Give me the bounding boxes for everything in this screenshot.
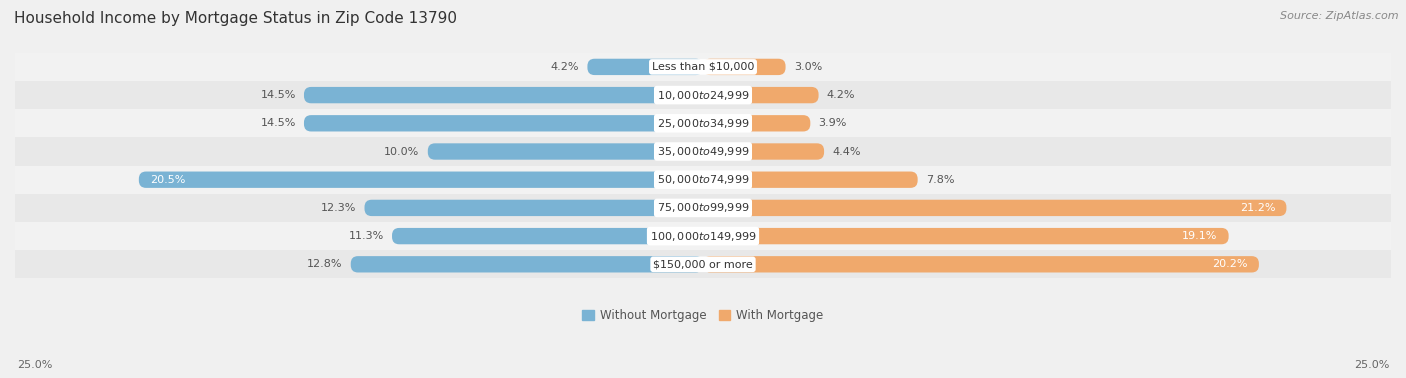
Text: 20.5%: 20.5% xyxy=(150,175,186,185)
FancyBboxPatch shape xyxy=(364,200,703,216)
Text: Source: ZipAtlas.com: Source: ZipAtlas.com xyxy=(1281,11,1399,21)
Bar xyxy=(15,53,1391,81)
Text: 19.1%: 19.1% xyxy=(1182,231,1218,241)
FancyBboxPatch shape xyxy=(703,256,1258,273)
FancyBboxPatch shape xyxy=(304,87,703,103)
FancyBboxPatch shape xyxy=(350,256,703,273)
Text: 25.0%: 25.0% xyxy=(17,361,52,370)
Text: 21.2%: 21.2% xyxy=(1240,203,1275,213)
FancyBboxPatch shape xyxy=(703,228,1229,244)
Text: $25,000 to $34,999: $25,000 to $34,999 xyxy=(657,117,749,130)
Text: 12.3%: 12.3% xyxy=(321,203,356,213)
Text: Less than $10,000: Less than $10,000 xyxy=(652,62,754,72)
Legend: Without Mortgage, With Mortgage: Without Mortgage, With Mortgage xyxy=(582,309,824,322)
Text: 4.4%: 4.4% xyxy=(832,147,860,156)
FancyBboxPatch shape xyxy=(392,228,703,244)
Bar xyxy=(15,109,1391,138)
Text: 3.0%: 3.0% xyxy=(794,62,823,72)
FancyBboxPatch shape xyxy=(703,143,824,160)
Text: $75,000 to $99,999: $75,000 to $99,999 xyxy=(657,201,749,214)
Text: 25.0%: 25.0% xyxy=(1354,361,1389,370)
Text: 11.3%: 11.3% xyxy=(349,231,384,241)
Text: $50,000 to $74,999: $50,000 to $74,999 xyxy=(657,173,749,186)
FancyBboxPatch shape xyxy=(139,172,703,188)
FancyBboxPatch shape xyxy=(703,87,818,103)
Text: $35,000 to $49,999: $35,000 to $49,999 xyxy=(657,145,749,158)
Text: 20.2%: 20.2% xyxy=(1212,259,1249,269)
Text: $100,000 to $149,999: $100,000 to $149,999 xyxy=(650,229,756,243)
FancyBboxPatch shape xyxy=(588,59,703,75)
Text: 3.9%: 3.9% xyxy=(818,118,846,128)
Text: 7.8%: 7.8% xyxy=(927,175,955,185)
Text: Household Income by Mortgage Status in Zip Code 13790: Household Income by Mortgage Status in Z… xyxy=(14,11,457,26)
Text: 14.5%: 14.5% xyxy=(260,90,295,100)
FancyBboxPatch shape xyxy=(703,200,1286,216)
FancyBboxPatch shape xyxy=(304,115,703,132)
Text: 10.0%: 10.0% xyxy=(384,147,419,156)
Text: $150,000 or more: $150,000 or more xyxy=(654,259,752,269)
FancyBboxPatch shape xyxy=(703,172,918,188)
Text: 12.8%: 12.8% xyxy=(307,259,343,269)
Bar xyxy=(15,194,1391,222)
Bar xyxy=(15,81,1391,109)
FancyBboxPatch shape xyxy=(703,59,786,75)
FancyBboxPatch shape xyxy=(427,143,703,160)
Text: 4.2%: 4.2% xyxy=(551,62,579,72)
Text: 14.5%: 14.5% xyxy=(260,118,295,128)
Bar xyxy=(15,166,1391,194)
Bar xyxy=(15,250,1391,279)
Text: 4.2%: 4.2% xyxy=(827,90,855,100)
Text: $10,000 to $24,999: $10,000 to $24,999 xyxy=(657,88,749,102)
Bar xyxy=(15,138,1391,166)
Bar xyxy=(15,222,1391,250)
FancyBboxPatch shape xyxy=(703,115,810,132)
